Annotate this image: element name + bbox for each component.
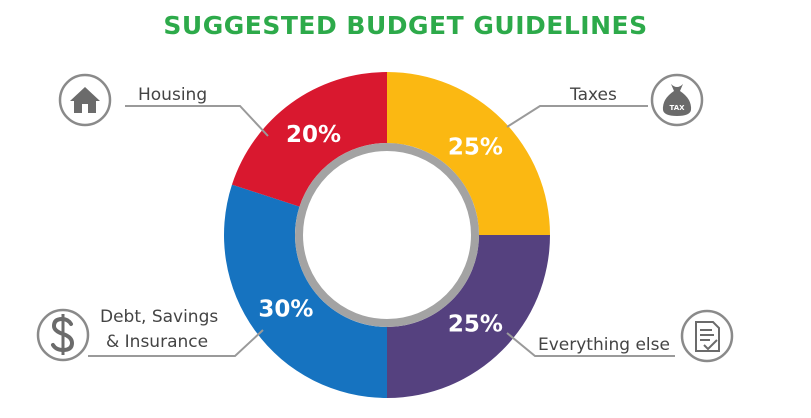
percentage-label: 20% [286,122,341,148]
donut-slice-debt-savings-insurance [224,184,387,398]
donut-slices [224,72,550,398]
debt-leader-line [88,329,264,357]
housing-label: Housing [138,85,207,105]
percentage-label: 30% [258,296,313,322]
percentage-label: 25% [448,135,503,161]
donut-slice-everything-else [387,235,550,398]
debt-label-line1: Debt, Savings [100,307,218,327]
tax-icon-text: TAX [669,104,685,112]
tax-bag-icon: TAX [650,73,704,127]
chart-title: SUGGESTED BUDGET GUIDELINES [163,11,648,40]
everything-else-label: Everything else [538,335,670,355]
donut-slice-housing [231,72,387,207]
house-icon [58,73,112,127]
donut-slice-taxes [387,72,550,235]
housing-leader-line [125,105,269,137]
donut-inner-ring [295,143,479,327]
checklist-document-icon [680,309,734,363]
percentage-label: 25% [448,311,503,337]
taxes-leader-line [506,105,648,128]
everything-else-leader-line [506,332,675,357]
taxes-label: Taxes [569,85,617,105]
dollar-icon [36,308,90,362]
percentage-labels: 25% 25% 30% 20% [258,122,503,338]
debt-label-line2: & Insurance [106,332,208,352]
